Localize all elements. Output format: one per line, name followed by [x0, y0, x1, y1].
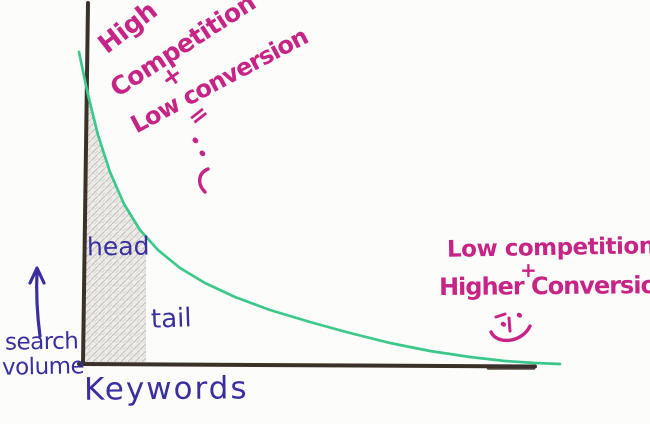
up-arrow-icon [28, 266, 46, 338]
tail-region-label: tail [150, 303, 193, 335]
y-axis-label-line2: volume [1, 353, 85, 381]
x-axis-line [77, 362, 537, 369]
sad-face-icon [192, 137, 210, 194]
head-shaded-region [85, 64, 146, 362]
head-region-label: head [86, 231, 150, 262]
annotation-plus-right: + [520, 258, 537, 282]
y-axis-label-line1: search [4, 328, 79, 356]
annotation-higher-conversion: Higher Conversion [438, 270, 650, 302]
smiley-face-icon [489, 312, 532, 342]
annotation-low-competition: Low competition [446, 233, 650, 263]
y-axis-line [81, 1, 90, 366]
search-volume-curve [77, 50, 562, 366]
x-axis-label: Keywords [83, 370, 249, 408]
